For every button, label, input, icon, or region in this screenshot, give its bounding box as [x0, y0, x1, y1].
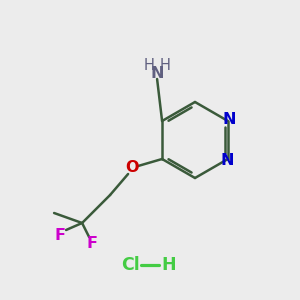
Text: F: F — [55, 227, 66, 242]
Text: H: H — [160, 58, 170, 73]
Text: O: O — [125, 160, 139, 175]
Text: N: N — [222, 112, 236, 128]
Text: N: N — [220, 152, 234, 167]
Text: Cl: Cl — [121, 256, 140, 274]
Text: H: H — [162, 256, 176, 274]
Text: N: N — [150, 65, 164, 80]
Text: H: H — [144, 58, 154, 73]
Text: F: F — [87, 236, 98, 250]
